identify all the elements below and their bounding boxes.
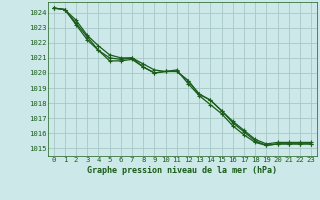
X-axis label: Graphe pression niveau de la mer (hPa): Graphe pression niveau de la mer (hPa): [87, 166, 277, 175]
